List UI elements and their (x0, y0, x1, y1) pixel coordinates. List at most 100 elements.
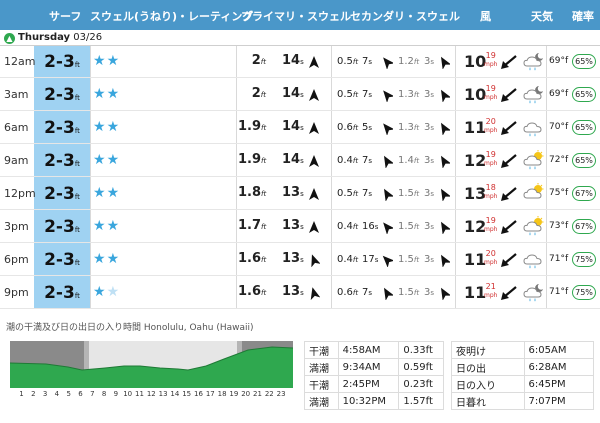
wind-speed: 12 (464, 217, 487, 236)
sun-time: 6:28AM (523, 358, 595, 376)
swell-rating: ★★ (93, 218, 120, 234)
sun-label: 日の出 (451, 358, 525, 376)
sun-cloud-icon (522, 183, 544, 205)
hour-tick-label: 20 (241, 390, 251, 398)
secondary-height: 0.5ft (337, 56, 359, 67)
tertiary-direction-arrow-icon (438, 220, 450, 234)
wind-direction-arrow-icon (500, 285, 518, 301)
tertiary-period: 3s (424, 287, 435, 298)
swell-rating: ★★ (93, 119, 120, 135)
tide-height: 0.59ft (398, 358, 444, 376)
surf-height: 2-3ft (44, 217, 80, 237)
hour-tick-label: 21 (253, 390, 262, 398)
rain-icon (522, 117, 544, 139)
hour-tick-label: 8 (101, 390, 107, 398)
secondary-period: 7s (362, 188, 373, 199)
tertiary-height: 1.5ft (398, 287, 420, 298)
primary-period: 14s (282, 86, 304, 101)
tertiary-direction-arrow-icon (438, 88, 450, 102)
wind-speed: 11 (464, 250, 487, 269)
primary-period: 13s (282, 185, 304, 200)
tide-row: 満潮 9:34AM 0.59ft (304, 358, 444, 376)
temperature: 71°f (549, 254, 569, 264)
temperature: 69°f (549, 56, 569, 66)
header-swell-rating: スウェル(うねり)・レーティング (90, 10, 254, 23)
header-probability: 確率 (572, 10, 594, 23)
hour-tick-label: 1 (19, 390, 24, 398)
tide-row: 干潮 4:58AM 0.33ft (304, 341, 444, 359)
tertiary-direction-arrow-icon (438, 187, 450, 201)
surf-column (34, 46, 90, 308)
primary-direction-arrow-icon (308, 88, 320, 102)
row-time: 6am (4, 121, 29, 134)
probability-badge: 65% (572, 54, 596, 69)
primary-period: 13s (282, 251, 304, 266)
day-toggle[interactable]: ▲ Thursday 03/26 (0, 30, 600, 46)
secondary-direction-arrow-icon (381, 220, 393, 234)
wind-direction-arrow-icon (500, 120, 518, 136)
wind-gust: 21 mph (484, 282, 498, 299)
wind-direction-arrow-icon (500, 252, 518, 268)
secondary-direction-arrow-icon (381, 253, 393, 267)
primary-height: 2ft (251, 86, 266, 101)
chevron-up-icon[interactable]: ▲ (4, 33, 15, 44)
hour-tick-label: 15 (182, 390, 192, 398)
secondary-height: 0.4ft (337, 155, 359, 166)
star-icon: ★ (93, 53, 107, 69)
row-time: 3am (4, 88, 29, 101)
tide-type: 満潮 (304, 392, 339, 410)
wind-gust: 19 mph (484, 150, 498, 167)
sun-label: 日暮れ (451, 392, 525, 410)
primary-direction-arrow-icon (308, 253, 320, 267)
secondary-period: 7s (362, 89, 373, 100)
wind-speed: 10 (464, 52, 487, 71)
wind-gust: 20 mph (484, 249, 498, 266)
tertiary-height: 1.2ft (398, 56, 420, 67)
secondary-direction-arrow-icon (381, 187, 393, 201)
probability-badge: 65% (572, 87, 596, 102)
hour-tick-label: 22 (264, 390, 274, 398)
secondary-direction-arrow-icon (381, 55, 393, 69)
wind-gust: 19 mph (484, 216, 498, 233)
swell-rating: ★★ (93, 251, 120, 267)
hour-tick-label: 9 (113, 390, 119, 398)
swell-rating: ★★ (93, 86, 120, 102)
wind-gust: 20 mph (484, 117, 498, 134)
secondary-height: 0.5ft (337, 188, 359, 199)
hour-tick-label: 16 (194, 390, 203, 398)
secondary-height: 0.4ft (337, 221, 359, 232)
forecast-row: 9am 2-3ft ★★ 1.9ft 14s 0.4ft 7s 1.4ft 3s 12 19 mph 7… (0, 145, 600, 177)
night-rain-icon (522, 51, 544, 73)
hour-tick-label: 13 (158, 390, 168, 398)
tide-line (10, 346, 293, 371)
tertiary-period: 3s (424, 254, 435, 265)
tertiary-period: 3s (424, 188, 435, 199)
secondary-period: 7s (362, 155, 373, 166)
header-weather: 天気 (531, 10, 553, 23)
wind-direction-arrow-icon (500, 153, 518, 169)
sun-rain-icon (522, 150, 544, 172)
tertiary-height: 1.3ft (398, 122, 420, 133)
star-icon: ★ (106, 152, 121, 168)
row-time: 3pm (4, 220, 29, 233)
star-icon: ★ (106, 251, 121, 267)
surf-height: 2-3ft (44, 118, 80, 138)
secondary-period: 7s (362, 287, 373, 298)
swell-rating: ★★ (93, 53, 120, 69)
star-icon: ★ (106, 218, 121, 234)
tertiary-height: 1.5ft (398, 254, 420, 265)
tide-height: 1.57ft (398, 392, 444, 410)
hour-tick-label: 5 (66, 390, 71, 398)
primary-direction-arrow-icon (308, 154, 320, 168)
primary-direction-arrow-icon (308, 55, 320, 69)
rain-icon (522, 249, 544, 271)
secondary-direction-arrow-icon (381, 121, 393, 135)
surf-height: 2-3ft (44, 151, 80, 171)
wind-speed: 12 (464, 151, 487, 170)
primary-height: 1.9ft (238, 152, 267, 167)
secondary-height: 0.6ft (337, 287, 359, 298)
wind-speed: 11 (464, 283, 487, 302)
forecast-header: サーフ スウェル(うねり)・レーティング プライマリ・スウェル セカンダリ・スウ… (0, 0, 600, 30)
primary-period: 14s (282, 152, 304, 167)
tide-row: 干潮 2:45PM 0.23ft (304, 375, 444, 393)
